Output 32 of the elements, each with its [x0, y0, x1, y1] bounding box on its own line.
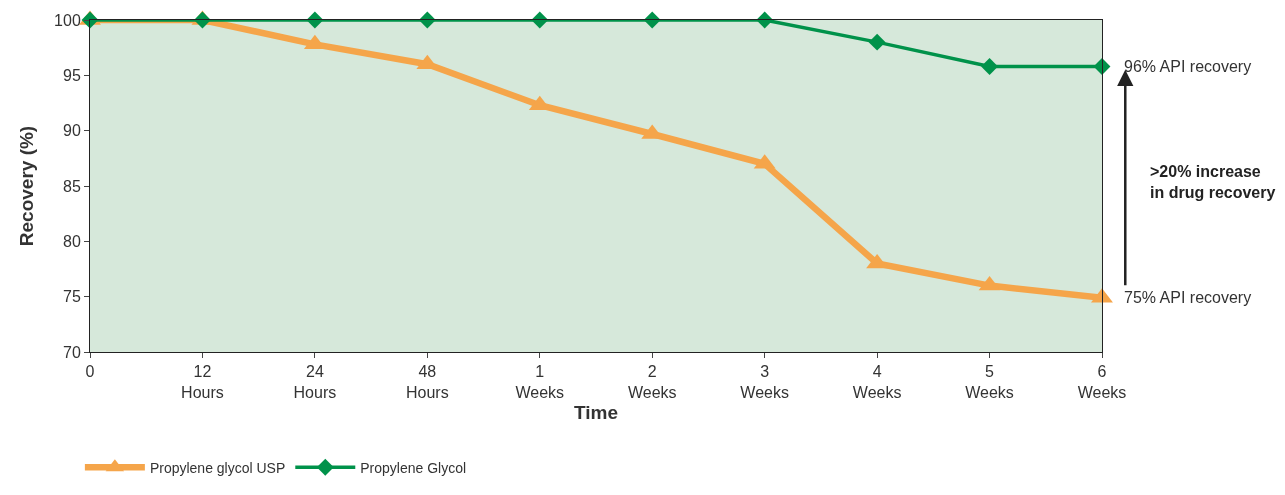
y-tick-label: 80: [63, 232, 81, 250]
point: [756, 11, 774, 29]
y-tick-label: 90: [63, 122, 81, 140]
point: [531, 11, 549, 29]
point: [981, 58, 999, 75]
y-axis-title: Recovery (%): [15, 125, 37, 247]
y-tick-label: 95: [63, 66, 81, 84]
x-tick-label: 3 Weeks: [740, 363, 789, 401]
point: [643, 11, 661, 29]
y-tick-label: 100: [54, 11, 81, 29]
x-tick-label: 4 Weeks: [852, 363, 902, 401]
x-tick-label: 12 Hours: [181, 363, 224, 401]
x-tick-label: 0: [85, 363, 95, 381]
x-axis-title: Time: [573, 401, 619, 423]
point: [868, 33, 886, 51]
point: [193, 11, 211, 29]
annotation: 75% API recovery: [1124, 289, 1252, 306]
x-tick-label: 2 Weeks: [627, 363, 677, 401]
annotation: 96% API recovery: [1124, 58, 1252, 75]
point: [306, 11, 324, 29]
x-tick-label: 48 Hours: [405, 363, 449, 401]
x-tick-label: 24 Hours: [293, 363, 337, 401]
x-tick-label: 5 Weeks: [965, 363, 1014, 401]
text: >20% increase in drug recovery: [1150, 163, 1276, 201]
x-tick-label: 6 Weeks: [1077, 363, 1127, 401]
y-tick-label: 70: [63, 343, 81, 361]
legend-label: Propylene glycol USP: [149, 459, 286, 476]
legend-label: Propylene Glycol: [360, 459, 467, 476]
x-tick-label: 1 Weeks: [515, 363, 565, 401]
y-tick-label: 75: [63, 288, 81, 306]
point: [418, 11, 436, 29]
y-tick-label: 85: [63, 177, 81, 195]
